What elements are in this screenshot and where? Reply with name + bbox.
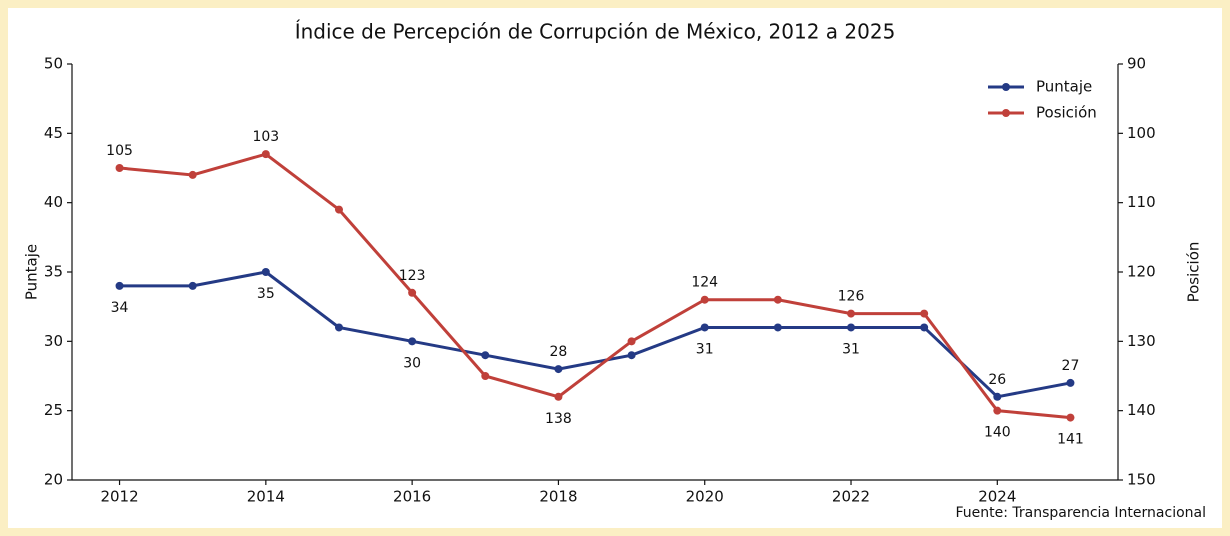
legend-label: Puntaje: [1036, 78, 1092, 96]
point: [188, 170, 197, 179]
data-label: 138: [545, 411, 572, 427]
y-tick-label: 25: [44, 401, 63, 419]
y-tick-label: 30: [44, 332, 63, 350]
data-label: 34: [111, 300, 129, 316]
point: [188, 281, 197, 290]
y2-tick-label: 150: [1127, 471, 1156, 489]
series-line: [119, 270, 1071, 399]
point: [115, 164, 124, 172]
x-tick-label: 2022: [832, 488, 870, 506]
data-label: 123: [399, 268, 426, 284]
point: [334, 205, 343, 214]
x-tick-label: 2020: [686, 488, 724, 506]
x-tick-label: 2024: [978, 488, 1016, 506]
point: [408, 288, 417, 297]
legend-label: Posición: [1036, 104, 1097, 122]
y2-axis-label: Posición: [1185, 242, 1203, 303]
data-label: 26: [988, 372, 1006, 388]
y-tick-label: 50: [44, 55, 63, 73]
point: [627, 337, 636, 346]
x-tick-label: 2014: [247, 488, 285, 506]
y2-tick-label: 100: [1127, 124, 1156, 142]
y-tick-label: 45: [44, 124, 63, 142]
data-label: 30: [403, 355, 421, 371]
data-label: 28: [550, 344, 568, 360]
y-tick-label: 40: [44, 193, 63, 211]
x-tick-label: 2012: [100, 488, 138, 506]
chart-title: Índice de Percepción de Corrupción de Mé…: [295, 20, 896, 44]
point: [334, 323, 343, 332]
y2-tick-label: 90: [1127, 55, 1146, 73]
data-label: 27: [1062, 358, 1080, 374]
point: [847, 323, 856, 332]
data-label: 31: [696, 341, 714, 357]
data-label: 124: [691, 275, 718, 291]
point: [773, 323, 782, 332]
y-tick-label: 35: [44, 263, 63, 281]
point: [920, 309, 929, 318]
point: [1066, 413, 1075, 422]
data-label: 126: [838, 289, 865, 305]
legend-marker: [1002, 109, 1010, 117]
point: [554, 392, 563, 401]
data-label: 141: [1057, 432, 1084, 448]
y2-tick-label: 140: [1127, 401, 1156, 419]
data-label: 35: [257, 286, 275, 302]
x-tick-label: 2018: [539, 488, 577, 506]
point: [993, 406, 1002, 415]
point: [1066, 378, 1075, 387]
point: [920, 323, 929, 332]
point: [700, 323, 709, 332]
point: [261, 268, 270, 276]
y-axis-label: Puntaje: [23, 244, 41, 300]
point: [408, 337, 417, 346]
point: [261, 150, 270, 159]
series-line: [119, 152, 1071, 420]
point: [481, 372, 490, 380]
point: [993, 392, 1002, 401]
point: [773, 295, 782, 304]
data-label: 140: [984, 425, 1011, 441]
x-tick-label: 2016: [393, 488, 431, 506]
data-label: 105: [106, 143, 133, 159]
y-tick-label: 20: [44, 471, 63, 489]
point: [847, 309, 856, 318]
point: [481, 351, 490, 360]
point: [627, 351, 636, 360]
data-label: 31: [842, 341, 860, 357]
y2-tick-label: 120: [1127, 263, 1156, 281]
point: [554, 365, 563, 374]
legend-marker: [1002, 83, 1010, 91]
point: [700, 295, 709, 304]
y2-tick-label: 130: [1127, 332, 1156, 350]
y2-tick-label: 110: [1127, 193, 1156, 211]
source: Fuente: Transparencia Internacional: [956, 505, 1207, 521]
data-label: 103: [252, 129, 279, 145]
point: [115, 281, 124, 290]
